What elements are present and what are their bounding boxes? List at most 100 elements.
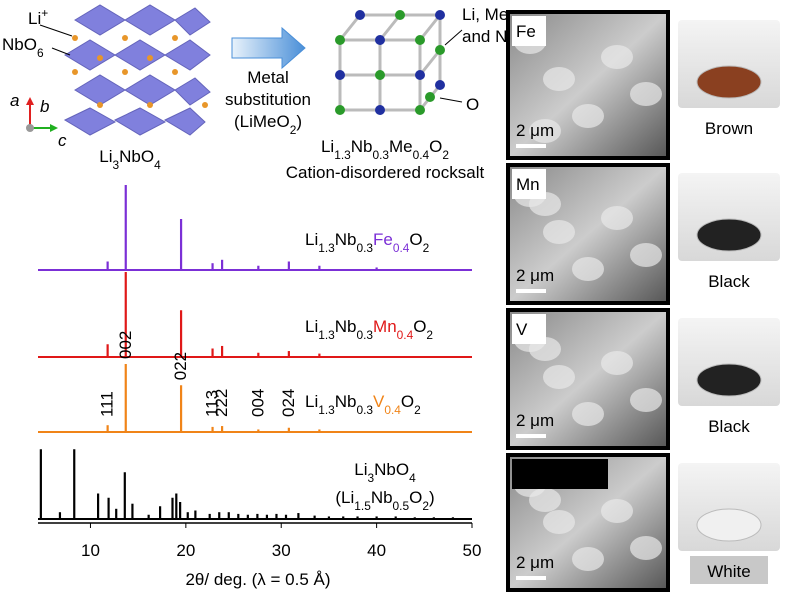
scale-label: 2 μm — [516, 121, 554, 140]
axis-label: b — [40, 97, 49, 116]
hkl-label: 022 — [171, 352, 190, 380]
text-part: 1.3 — [318, 403, 335, 417]
hkl-label: 222 — [212, 389, 231, 417]
text-part: 1.5 — [354, 499, 371, 513]
particle — [529, 119, 561, 143]
rocksalt-atoms — [335, 10, 445, 115]
text-part: 2 — [423, 241, 430, 255]
text-part: O — [429, 137, 442, 156]
text-part: Li — [321, 137, 334, 156]
rocksalt-caption: Cation-disordered rocksalt — [286, 163, 485, 182]
text-part: Fe — [516, 22, 536, 41]
powder — [696, 363, 762, 397]
x-tick-label: 50 — [463, 541, 482, 560]
polyhedra — [63, 4, 211, 136]
photo-label: Brown — [705, 119, 753, 138]
hkl-label: 024 — [279, 389, 298, 417]
rocksalt-formula: Li1.3Nb0.3Me0.4O2 — [321, 137, 449, 162]
text-part: 2 — [290, 123, 297, 137]
leader — [439, 97, 463, 103]
sem-label-box — [512, 459, 608, 489]
hkl-label: 113 — [203, 390, 222, 417]
particle — [630, 388, 662, 412]
hkl-label: 004 — [248, 389, 267, 417]
text-part: Nb — [371, 488, 393, 507]
text-part: Mn — [373, 317, 397, 336]
sem-label: Li3NbO4 — [516, 465, 578, 490]
axis-label: a — [10, 91, 19, 110]
series-label: Li1.3Nb0.3V0.4O2 — [305, 392, 421, 417]
text-part: 0.3 — [357, 241, 374, 255]
text-part: NbO — [119, 147, 154, 166]
photo-label: Black — [708, 272, 750, 291]
site-label: and Nb — [462, 27, 517, 46]
li-label: Li+ — [28, 6, 48, 28]
text-part: 1.3 — [334, 148, 351, 162]
structure-name: Li3NbO4 — [99, 147, 161, 172]
particle — [529, 488, 561, 512]
text-part: 2 — [426, 328, 433, 342]
text-part: 0.3 — [357, 403, 374, 417]
photo-label: White — [707, 562, 750, 581]
particle — [572, 547, 604, 571]
axis-label: c — [58, 131, 67, 150]
scale-label: 2 μm — [516, 411, 554, 430]
text-part: 0.4 — [393, 241, 410, 255]
particle — [630, 243, 662, 267]
x-tick-label: 30 — [272, 541, 291, 560]
anion-label: O — [466, 95, 479, 114]
text-part: Li — [516, 465, 529, 484]
text-part: 3 — [113, 158, 120, 172]
series-label: Li1.3Nb0.3Fe0.4O2 — [305, 230, 430, 255]
sem-label: Fe — [516, 22, 536, 41]
series-label: Li3NbO4 — [354, 460, 416, 485]
text-part: NbO — [374, 460, 409, 479]
scale-label: 2 μm — [516, 266, 554, 285]
particle — [601, 351, 633, 375]
text-part: 0.5 — [393, 499, 410, 513]
text-part: 0.3 — [357, 328, 374, 342]
series-label: Li1.3Nb0.3Mn0.4O2 — [305, 317, 433, 342]
text-part: (LiMeO — [234, 112, 290, 131]
text-part: 3 — [368, 471, 375, 485]
particle — [601, 45, 633, 69]
powder — [696, 218, 762, 252]
text-part: 4 — [154, 158, 161, 172]
text-part: V — [516, 320, 528, 339]
site-label: Li, Me, — [462, 5, 513, 24]
text-part: Nb — [351, 137, 373, 156]
text-part: 4 — [571, 476, 578, 490]
text-part: 2 — [442, 148, 449, 162]
text-part: + — [41, 6, 48, 20]
text-part: O — [409, 230, 422, 249]
particle — [543, 67, 575, 91]
rocksalt-lattice — [338, 13, 442, 112]
text-part: Li — [28, 9, 41, 28]
arrow — [231, 26, 306, 70]
leader — [444, 29, 463, 46]
text-part: 0.4 — [413, 148, 430, 162]
particle — [630, 82, 662, 106]
text-part: 6 — [37, 46, 44, 60]
sem-label-box — [512, 169, 546, 199]
text-part: Fe — [373, 230, 393, 249]
x-tick-label: 40 — [367, 541, 386, 560]
particle — [572, 257, 604, 281]
x-axis-title: 2θ/ deg. (λ = 0.5 Å) — [185, 570, 330, 589]
sem-label: Mn — [516, 175, 540, 194]
arrow-formula: (LiMeO2) — [234, 112, 302, 137]
particle — [543, 510, 575, 534]
text-part: 4 — [409, 471, 416, 485]
hkl-label: 111 — [98, 391, 117, 417]
photo-label-box — [690, 556, 768, 584]
powder — [696, 508, 762, 542]
particle — [572, 104, 604, 128]
text-part: NbO — [536, 465, 571, 484]
arrow-label: substitution — [225, 90, 311, 109]
leader — [39, 24, 73, 37]
hkl-label: 002 — [116, 331, 135, 359]
text-part: Nb — [335, 317, 357, 336]
text-part: Mn — [516, 175, 540, 194]
particle — [601, 499, 633, 523]
